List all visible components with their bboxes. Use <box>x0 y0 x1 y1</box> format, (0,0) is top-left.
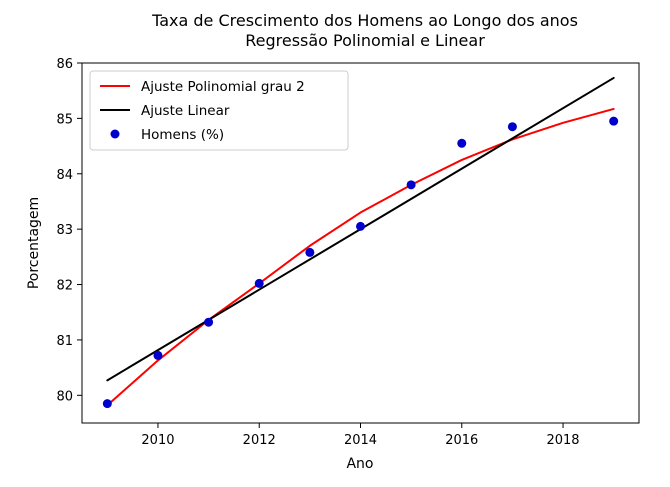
x-tick-label: 2016 <box>445 433 478 448</box>
plot-points <box>102 116 619 409</box>
data-point <box>457 138 467 148</box>
y-axis-label: Porcentagem <box>26 197 42 289</box>
x-axis: 2010 2012 2014 2016 2018 <box>141 423 580 448</box>
y-tick-label: 80 <box>56 389 73 404</box>
legend-label-linear: Ajuste Linear <box>141 103 230 119</box>
x-tick-label: 2018 <box>546 433 579 448</box>
x-tick-label: 2014 <box>344 433 377 448</box>
legend-label-homens: Homens (%) <box>141 127 224 143</box>
x-tick-label: 2010 <box>141 433 174 448</box>
y-tick-label: 84 <box>56 168 73 183</box>
chart-title: Taxa de Crescimento dos Homens ao Longo … <box>151 11 578 30</box>
data-point <box>305 247 315 257</box>
y-tick-label: 85 <box>56 112 73 127</box>
data-point <box>153 350 163 360</box>
chart-subtitle: Regressão Polinomial e Linear <box>245 31 485 50</box>
legend-box <box>89 70 349 151</box>
legend-label-polinomial: Ajuste Polinomial grau 2 <box>141 79 305 95</box>
data-point <box>609 116 619 126</box>
data-point <box>507 122 517 132</box>
y-axis: 80 81 82 83 84 85 86 <box>56 57 82 404</box>
data-point <box>406 180 416 190</box>
y-tick-label: 83 <box>56 223 73 238</box>
data-point <box>356 221 365 231</box>
y-tick-label: 82 <box>56 279 73 294</box>
legend-swatch-homens <box>110 129 120 139</box>
x-tick-label: 2012 <box>243 433 276 448</box>
y-tick-label: 86 <box>56 57 73 72</box>
data-point <box>254 278 264 288</box>
legend: Ajuste Polinomial grau 2 Ajuste Linear H… <box>89 70 349 151</box>
y-tick-label: 81 <box>56 334 73 349</box>
data-point <box>102 399 112 409</box>
series-line-0 <box>106 107 615 407</box>
x-axis-label: Ano <box>346 456 373 472</box>
data-point <box>204 317 214 327</box>
